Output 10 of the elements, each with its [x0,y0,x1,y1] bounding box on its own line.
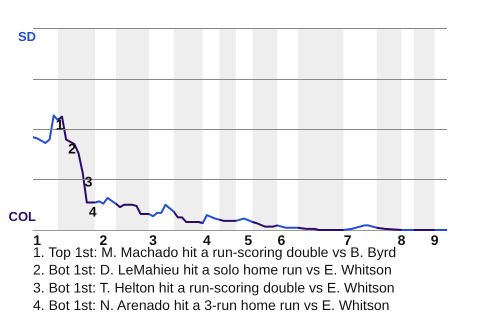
text: SD [18,29,36,44]
annotation: 3 [84,174,93,190]
annotation: COL [8,209,36,224]
x-tick-label: 8 [398,232,406,248]
annotation: 4 [88,204,97,220]
x-tick-label: 9 [430,232,439,248]
text: 2. Bot 1st: D. LeMahieu hit a solo home run vs E. Whitson [33,262,392,278]
text: 4. Bot 1st: N. Arenado hit a 3-run home run vs E. Whitson [33,297,390,314]
text: 3. Bot 1st: T. Helton hit a run-scoring double vs E. Whitson [33,279,395,296]
annotation: 2 [68,140,76,157]
